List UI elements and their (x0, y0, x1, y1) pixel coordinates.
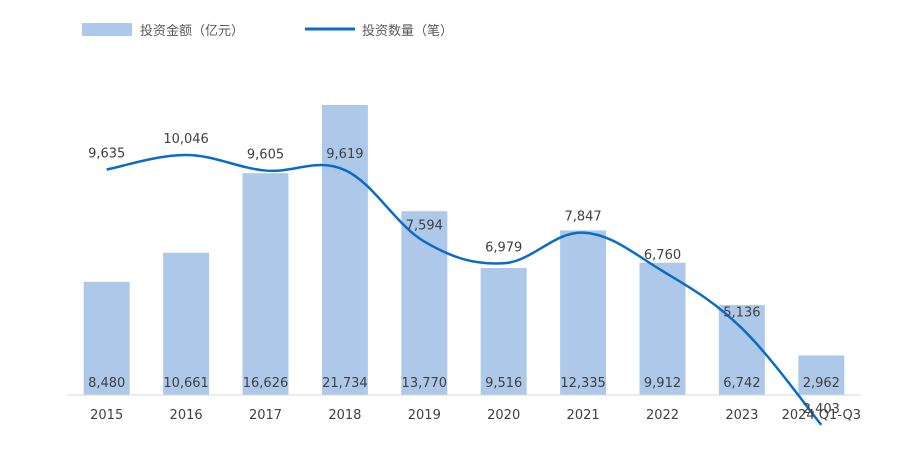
bar-2020 (480, 268, 527, 395)
bar-value-label: 16,626 (243, 376, 289, 391)
x-tick-label: 2015 (90, 408, 123, 423)
line-value-label: 10,046 (163, 132, 209, 147)
line-value-label: 9,635 (88, 147, 125, 162)
bar-value-label: 6,742 (723, 376, 760, 391)
bar-value-label: 12,335 (560, 376, 606, 391)
x-tick-label: 2016 (170, 408, 203, 423)
x-tick-label: 2022 (646, 408, 679, 423)
bar-2016 (163, 252, 210, 395)
bar-2015 (83, 281, 130, 395)
line-value-label: 7,594 (406, 219, 443, 234)
bar-value-label: 2,962 (803, 376, 840, 391)
x-tick-label: 2018 (328, 408, 361, 423)
bar-value-labels: 8,480 10,661 16,626 21,734 13,770 9,516 12,335… (88, 376, 840, 391)
legend-line-label: 投资数量（笔） (362, 23, 453, 39)
x-tick-label: 2023 (725, 408, 758, 423)
line-value-labels: 9,635 10,046 9,605 9,619 7,594 6,979 7,847 6,76… (88, 132, 840, 417)
line-value-label: 6,979 (485, 240, 522, 255)
x-tick-label: 2019 (408, 408, 441, 423)
line-value-label: 2,403 (803, 402, 840, 417)
line-value-label: 9,605 (247, 148, 284, 163)
line-path (106, 153, 823, 426)
line-value-label: 7,847 (564, 210, 601, 225)
x-tick-label: 2017 (249, 408, 282, 423)
bar-2017 (242, 173, 289, 395)
bar-value-label: 9,912 (644, 376, 681, 391)
bar-2023 (718, 305, 765, 395)
bar-series (83, 105, 845, 395)
legend-bar-label: 投资金额（亿元） (140, 23, 244, 39)
line-value-label: 9,619 (326, 147, 363, 162)
bar-2019 (401, 211, 448, 395)
x-tick-label: 2020 (487, 408, 520, 423)
bar-value-label: 13,770 (402, 376, 448, 391)
bar-2021 (560, 230, 607, 395)
line-series (106, 153, 823, 426)
x-tick-label: 2021 (567, 408, 600, 423)
legend: 投资金额（亿元） 投资数量（笔） (82, 23, 453, 39)
bar-2018 (321, 105, 368, 395)
bar-2024 Q1-Q3 (798, 355, 845, 395)
bar-value-label: 21,734 (322, 376, 368, 391)
line-value-label: 5,136 (723, 305, 760, 320)
x-axis-tick-labels: 2015 2016 2017 2018 2019 2020 2021 2022 2023 2024… (90, 408, 861, 423)
legend-bar-swatch (82, 23, 132, 36)
bar-value-label: 10,661 (163, 376, 209, 391)
bar-2022 (639, 262, 686, 395)
bar-value-label: 8,480 (88, 376, 125, 391)
x-tick-label: 2024 Q1-Q3 (782, 408, 861, 423)
line-value-label: 6,760 (644, 248, 681, 263)
bar-value-label: 9,516 (485, 376, 522, 391)
